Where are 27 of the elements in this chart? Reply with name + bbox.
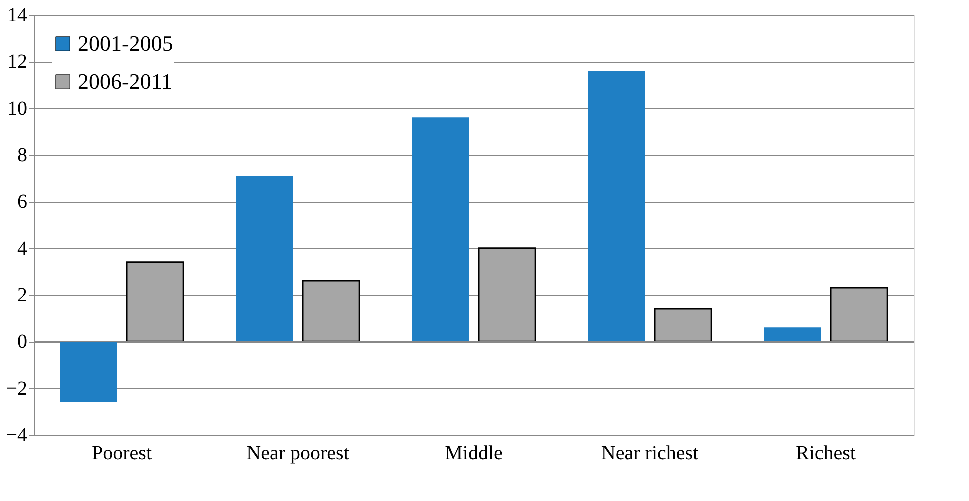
y-tick-label: −4 xyxy=(6,424,28,446)
legend-label: 2006-2011 xyxy=(78,69,173,94)
bar xyxy=(236,176,294,342)
y-tick-label: 12 xyxy=(8,51,28,74)
x-tick-label: Middle xyxy=(445,442,504,464)
legend-label: 2001-2005 xyxy=(78,31,174,56)
bar xyxy=(302,280,360,342)
y-tick-label: 8 xyxy=(18,144,28,166)
bar xyxy=(412,118,470,342)
y-tick-label: 4 xyxy=(18,238,28,260)
bar xyxy=(588,71,646,342)
bar xyxy=(478,248,536,342)
bar xyxy=(830,287,888,342)
x-tick-label: Richest xyxy=(796,442,856,464)
bar xyxy=(654,308,712,342)
y-tick-label: 6 xyxy=(18,191,28,214)
x-tick-label: Near richest xyxy=(601,442,700,464)
bar xyxy=(126,262,184,342)
y-tick-label: 2 xyxy=(18,284,28,306)
x-tick-label: Near poorest xyxy=(246,442,350,464)
x-tick-label: Poorest xyxy=(92,442,152,464)
y-tick-label: 14 xyxy=(8,4,28,26)
bar xyxy=(60,342,118,402)
bar xyxy=(764,328,822,342)
y-tick-label: 10 xyxy=(8,98,28,120)
y-tick-label: −2 xyxy=(6,378,28,400)
y-tick-label: 0 xyxy=(18,331,28,354)
